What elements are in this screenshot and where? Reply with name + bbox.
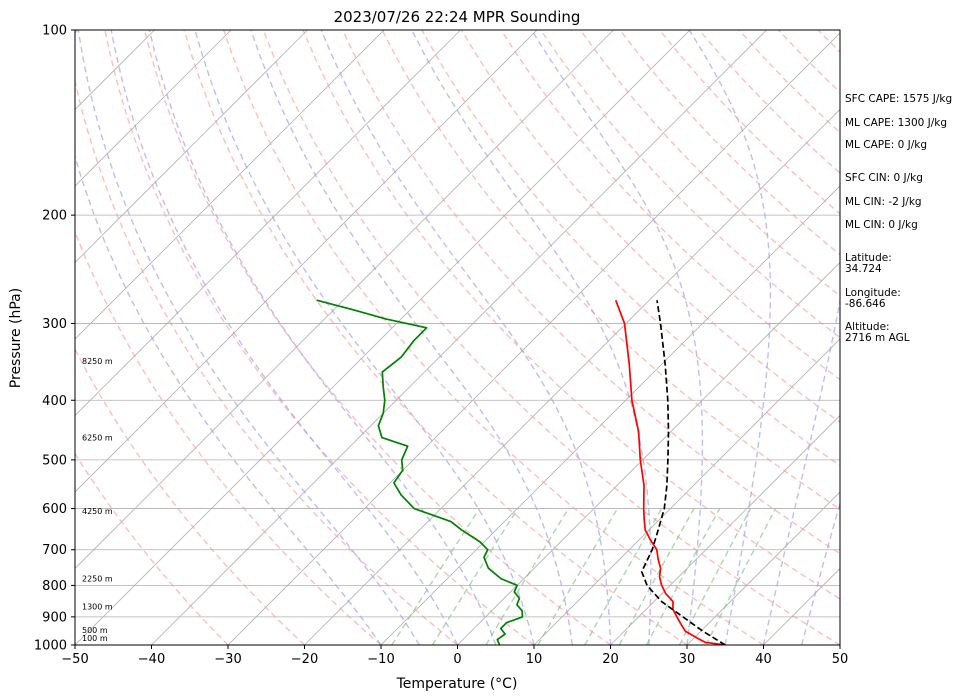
isotherm-line [75, 30, 461, 417]
height-label: 8250 m [82, 357, 113, 366]
annotation-text: ML CIN: 0 J/kg [845, 219, 918, 231]
height-label: 100 m [82, 634, 108, 643]
x-tick-label: −30 [214, 652, 241, 667]
isotherm-line [533, 338, 840, 645]
x-tick-label: −50 [61, 652, 88, 667]
moist-adiabat-line [411, 30, 652, 645]
isotherm-line [227, 32, 840, 645]
dry-adiabat-line [579, 30, 840, 297]
annotation-text: Altitude: 2716 m AGL [845, 321, 910, 344]
x-tick-label: −20 [291, 652, 318, 667]
isotherm-line [151, 30, 767, 645]
height-label: 1300 m [82, 602, 113, 611]
dry-adiabat-line [341, 30, 840, 555]
y-tick-label: 600 [42, 502, 67, 517]
mixing-ratio-line [618, 508, 695, 645]
height-label: 6250 m [82, 434, 113, 443]
isotherm-line [75, 30, 308, 264]
x-tick-label: 50 [832, 652, 849, 667]
moist-adiabat-line [250, 30, 573, 645]
x-tick-label: 20 [602, 652, 619, 667]
annotation-text: SFC CAPE: 1575 J/kg [845, 93, 952, 105]
moist-adiabat-line [531, 30, 704, 645]
moist-adiabat-line [77, 30, 420, 645]
x-axis-label: Temperature (°C) [396, 676, 518, 692]
y-tick-label: 900 [42, 610, 67, 625]
dry-adiabat-line [75, 229, 382, 645]
moist-adiabat-line [194, 30, 535, 645]
isotherm-line [610, 414, 840, 645]
x-tick-label: −40 [138, 652, 165, 667]
mixing-ratio-line [537, 508, 619, 645]
mixing-ratio-line [584, 508, 663, 645]
dry-adiabat-line [75, 347, 305, 645]
isotherm-line [0, 30, 2, 645]
isotherm-line [304, 108, 840, 645]
x-tick-label: −10 [367, 652, 394, 667]
y-axis: 100 200 300 400 500 600 700 800 900 1000 [34, 24, 75, 654]
mixing-ratio-line [705, 508, 777, 645]
y-tick-label: 1000 [34, 639, 67, 654]
isotherm-line [457, 261, 840, 645]
x-tick-label: 30 [679, 652, 696, 667]
y-axis-label: Pressure (hPa) [8, 288, 24, 388]
moist-adiabat-line [75, 154, 382, 645]
height-label: 2250 m [82, 575, 113, 584]
annotation-text: ML CAPE: 1300 J/kg [845, 117, 947, 129]
y-tick-label: 100 [42, 24, 67, 39]
y-tick-label: 400 [42, 394, 67, 409]
annotation-text: SFC CIN: 0 J/kg [845, 172, 923, 184]
annotation-text: Longitude: -86.646 [845, 287, 901, 310]
chart-title: 2023/07/26 22:24 MPR Sounding [334, 8, 581, 26]
x-axis: −50 −40 −30 −20 −10 0 10 20 30 40 50 [61, 645, 848, 667]
y-tick-label: 800 [42, 579, 67, 594]
moist-adiabat-line [320, 30, 612, 645]
mixing-ratio-line [485, 508, 570, 645]
dry-adiabat-line [183, 30, 688, 645]
height-label: 4250 m [82, 507, 113, 516]
isotherm-line [75, 30, 691, 645]
dry-adiabat-line [104, 30, 535, 645]
x-tick-label: 10 [526, 652, 543, 667]
dry-adiabat-line [143, 30, 611, 645]
isotherm-line [686, 491, 840, 645]
y-tick-label: 300 [42, 317, 67, 332]
annotation-text: Latitude: 34.724 [845, 252, 892, 275]
dry-adiabat-line [75, 78, 458, 645]
isotherm-line [75, 30, 538, 493]
moist-adiabat-line [688, 30, 772, 645]
dry-adiabat-line [75, 452, 229, 645]
height-label: 500 m [82, 626, 108, 635]
y-tick-label: 200 [42, 209, 67, 224]
dry-adiabat-line [262, 30, 840, 645]
parcel-profile-line [640, 300, 726, 645]
plot-frame [74, 29, 841, 646]
moist-adiabat-line [148, 30, 497, 645]
isotherm-line [75, 30, 385, 340]
moist-adiabat-line [801, 500, 840, 645]
moist-adiabat-line [110, 30, 459, 645]
x-tick-label: 40 [755, 652, 772, 667]
mixing-ratio-line [645, 508, 721, 645]
profile-lines [316, 299, 726, 645]
annotations: SFC CAPE: 1575 J/kg ML CAPE: 1300 J/kg ML … [845, 93, 952, 344]
dewpoint-line [316, 299, 524, 645]
dry-adiabat-line [223, 30, 764, 645]
isobar-lines [75, 30, 840, 645]
isotherm-line [75, 30, 232, 187]
background-lines [0, 30, 840, 645]
y-tick-label: 500 [42, 453, 67, 468]
isotherm-line [380, 185, 840, 645]
dry-adiabat-line [381, 30, 840, 511]
annotation-text: ML CIN: -2 J/kg [845, 196, 922, 208]
y-tick-label: 700 [42, 543, 67, 558]
annotation-text: ML CAPE: 0 J/kg [845, 139, 927, 151]
temperature-line [614, 299, 726, 645]
x-tick-label: 0 [453, 652, 461, 667]
moist-adiabat-line [762, 297, 840, 645]
mixing-ratio-line [678, 508, 752, 645]
isotherm-line [75, 30, 614, 570]
